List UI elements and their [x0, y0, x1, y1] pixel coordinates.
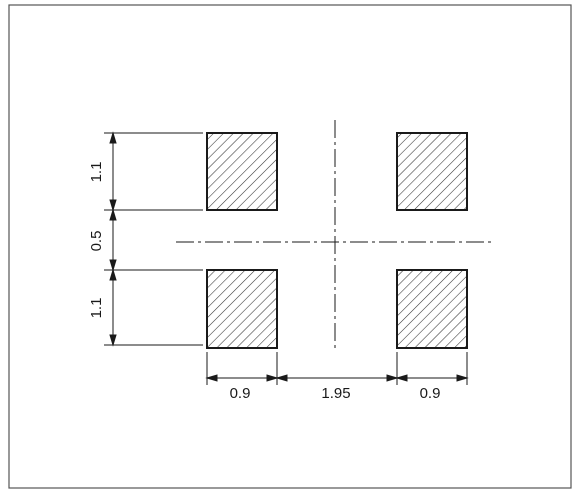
horizontal-extension-lines — [206, 352, 468, 385]
horizontal-dimension-lines — [205, 374, 469, 382]
dim-label-pad-gap-horizontal: 1.95 — [321, 385, 350, 402]
pad-bottom-left — [206, 269, 278, 349]
dim-label-pad-width-right: 0.9 — [420, 385, 441, 402]
vertical-extension-lines — [104, 132, 203, 346]
pad-top-right — [396, 132, 468, 211]
pad-top-left — [206, 132, 278, 211]
dim-label-pad-height-top: 1.1 — [88, 162, 105, 183]
dim-label-pad-height-bottom: 1.1 — [88, 298, 105, 319]
vertical-dimension-lines — [109, 131, 117, 347]
diagram-frame — [8, 4, 572, 489]
dim-label-pad-width-left: 0.9 — [230, 385, 251, 402]
pad-bottom-right — [396, 269, 468, 349]
dim-label-pad-gap-vertical: 0.5 — [88, 231, 105, 252]
